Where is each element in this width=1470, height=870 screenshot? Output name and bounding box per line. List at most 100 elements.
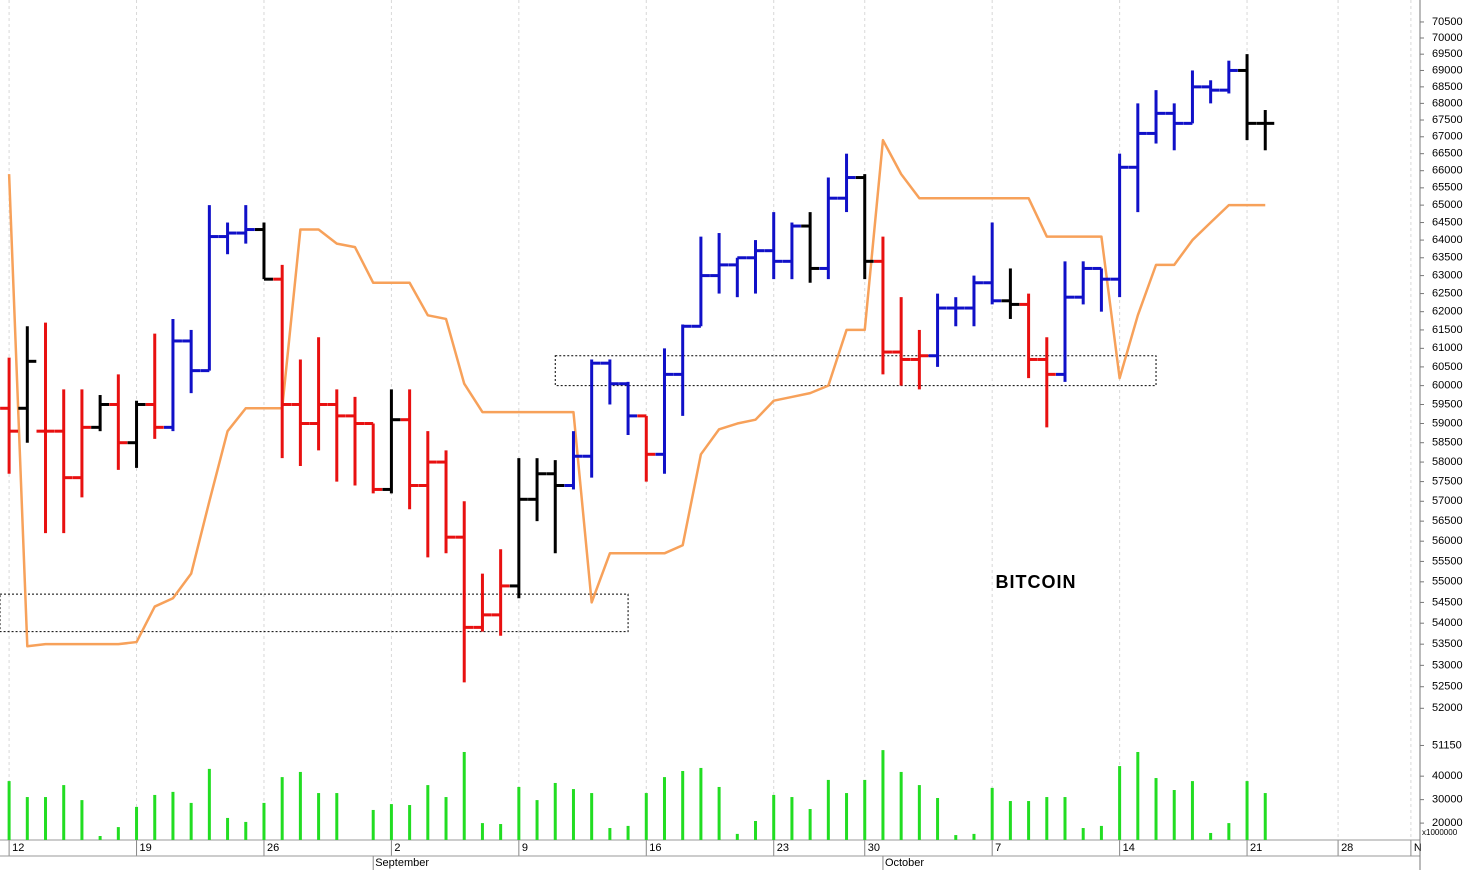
y-tick-label: 59000 <box>1432 417 1463 429</box>
volume-bar <box>990 787 994 840</box>
y-tick-label: 65500 <box>1432 182 1463 194</box>
volume-bar <box>863 779 867 840</box>
volume-bar <box>972 833 976 840</box>
volume-bar <box>80 800 84 840</box>
y-tick-label: 51150 <box>1432 739 1462 751</box>
y-tick-label: 60500 <box>1432 361 1463 373</box>
y-tick-label: 65000 <box>1432 199 1463 211</box>
y-tick-label: 55500 <box>1432 555 1463 567</box>
x-tick-label: 16 <box>649 842 661 854</box>
volume-tick-label: 30000 <box>1432 794 1463 806</box>
y-tick-label: 61500 <box>1432 324 1463 336</box>
volume-bar <box>480 823 484 840</box>
y-tick-label: 52500 <box>1432 681 1463 693</box>
y-tick-label: 53000 <box>1432 659 1463 671</box>
y-tick-label: 56500 <box>1432 515 1463 527</box>
volume-bar <box>1081 828 1085 840</box>
volume-bar <box>98 836 102 840</box>
x-tick-label: 30 <box>868 842 880 854</box>
volume-bar <box>1063 797 1067 840</box>
volume-bar <box>571 789 575 840</box>
volume-bar <box>462 751 466 840</box>
volume-bar <box>626 825 630 840</box>
volume-bar <box>116 827 120 840</box>
volume-bar <box>826 779 830 840</box>
volume-bar <box>135 806 139 840</box>
volume-bar <box>1027 801 1031 840</box>
x-tick-label: 9 <box>522 842 528 854</box>
y-tick-label: 56000 <box>1432 535 1463 547</box>
volume-bar <box>25 797 29 840</box>
volume-bar <box>735 833 739 840</box>
volume-bar <box>772 794 776 840</box>
x-tick-label: 19 <box>140 842 152 854</box>
volume-bar <box>408 805 412 840</box>
x-tick-label: 14 <box>1123 842 1135 854</box>
y-tick-label: 62000 <box>1432 306 1463 318</box>
volume-bar <box>335 793 339 840</box>
volume-bar <box>517 786 521 840</box>
y-tick-label: 58000 <box>1432 456 1463 468</box>
volume-bar <box>535 800 539 840</box>
volume-bar <box>881 750 885 840</box>
volume-bar <box>1118 766 1122 840</box>
y-tick-label: 58500 <box>1432 437 1463 449</box>
y-tick-label: 68500 <box>1432 81 1463 93</box>
zone <box>554 355 1157 387</box>
volume-bar <box>1172 790 1176 840</box>
y-tick-label: 64000 <box>1432 234 1463 246</box>
volume-bar <box>426 785 430 840</box>
volume-bar <box>1227 823 1231 840</box>
y-tick-label: 59500 <box>1432 398 1463 410</box>
volume-bar <box>608 828 612 840</box>
volume-bar <box>917 785 921 840</box>
volume-bar <box>699 767 703 840</box>
volume-bar <box>1045 797 1049 840</box>
month-label: September <box>375 857 429 869</box>
volume-bar <box>44 797 48 840</box>
y-tick-label: 67000 <box>1432 131 1463 143</box>
volume-bar <box>444 797 448 840</box>
volume-bar <box>389 804 393 840</box>
y-tick-label: 63000 <box>1432 270 1463 282</box>
volume-bar <box>845 793 849 840</box>
volume-bar <box>1263 793 1267 840</box>
x-tick-label: 23 <box>777 842 789 854</box>
y-tick-label: 67500 <box>1432 114 1463 126</box>
annotation: BITCOIN <box>996 572 1077 592</box>
volume-bar <box>1008 801 1012 840</box>
x-tick-label: 28 <box>1341 842 1353 854</box>
y-tick-label: 53500 <box>1432 638 1463 650</box>
y-tick-label: 68000 <box>1432 97 1463 109</box>
x-tick-label: N <box>1414 842 1422 854</box>
volume-bar <box>226 817 230 840</box>
volume-bar <box>681 771 685 840</box>
x-tick-label: 21 <box>1250 842 1262 854</box>
x-tick-label: 12 <box>12 842 24 854</box>
volume-bar <box>1209 832 1213 840</box>
volume-bar <box>7 781 11 840</box>
y-tick-label: 57000 <box>1432 495 1463 507</box>
volume-bar <box>280 777 284 840</box>
volume-bar <box>244 821 248 840</box>
volume-bar <box>171 791 175 840</box>
volume-bar <box>1190 781 1194 840</box>
volume-bar <box>499 824 503 840</box>
volume-tick-label: 20000 <box>1432 817 1463 829</box>
volume-bar <box>62 785 66 840</box>
volume-bar <box>1245 781 1249 840</box>
volume-bar <box>317 793 321 840</box>
volume-bar <box>298 771 302 840</box>
x-tick-label: 26 <box>267 842 279 854</box>
y-tick-label: 70000 <box>1432 32 1463 44</box>
y-tick-label: 63500 <box>1432 252 1463 264</box>
volume-bar <box>754 820 758 840</box>
month-label: October <box>885 857 924 869</box>
volume-bar <box>954 835 958 840</box>
y-tick-label: 66500 <box>1432 148 1463 160</box>
y-tick-label: 69500 <box>1432 48 1463 60</box>
y-tick-label: 64500 <box>1432 216 1463 228</box>
volume-bar <box>1154 778 1158 840</box>
